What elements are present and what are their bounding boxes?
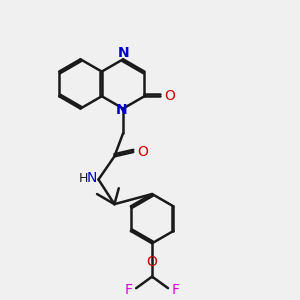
- Text: O: O: [137, 145, 148, 159]
- Text: O: O: [164, 89, 175, 103]
- Text: N: N: [116, 103, 127, 117]
- Text: H: H: [79, 172, 88, 184]
- Text: N: N: [87, 171, 97, 185]
- Text: N: N: [117, 46, 129, 61]
- Text: F: F: [125, 283, 133, 297]
- Text: F: F: [172, 283, 179, 297]
- Text: O: O: [147, 254, 158, 268]
